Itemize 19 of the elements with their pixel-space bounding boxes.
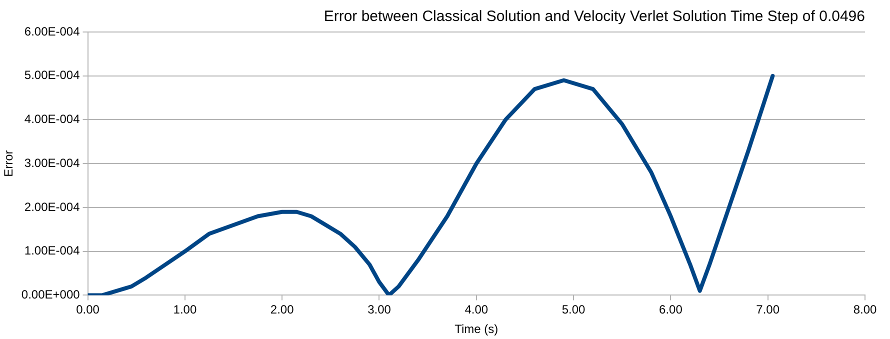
y-tick-label: 1.00E-004 [24,244,80,258]
x-tick-label: 2.00 [270,302,294,317]
x-tick-label: 6.00 [659,302,683,317]
x-tick-label: 7.00 [756,302,780,317]
x-tick-label: 8.00 [853,302,877,317]
chart-title: Error between Classical Solution and Velocity Verlet Solution Time Step of 0.0496 [324,8,865,26]
x-tick-label: 3.00 [368,302,392,317]
y-axis-title: Error [2,150,16,177]
x-tick-label: 1.00 [173,302,197,317]
y-tick-label: 2.00E-004 [24,200,80,214]
x-tick-label: 0.00 [76,302,100,317]
y-tick-label: 5.00E-004 [24,68,80,82]
x-tick-label: 5.00 [562,302,586,317]
y-tick-label: 6.00E-004 [24,24,80,38]
y-tick-label: 3.00E-004 [24,156,80,170]
x-tick-label: 4.00 [464,302,488,317]
y-tick-label: 0.00E+000 [21,288,80,302]
y-tick-label: 4.00E-004 [24,112,80,126]
x-axis-title: Time (s) [454,322,498,336]
